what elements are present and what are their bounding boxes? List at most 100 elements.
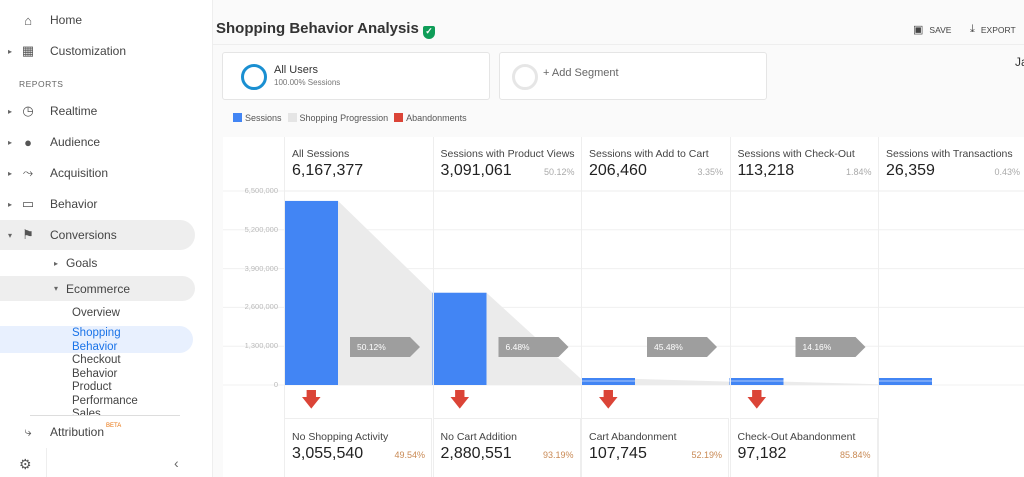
download-icon: ⤓ (970, 23, 975, 35)
abandonment-pct: 52.19% (691, 450, 722, 460)
nav-goals[interactable]: ▸ Goals (53, 256, 98, 270)
progression-rate: 6.48% (505, 342, 530, 352)
main-content: Shopping Behavior Analysis ✓ ▣ SAVE ⤓ EXPO… (213, 0, 1024, 477)
segment-all-users[interactable]: All Users 100.00% Sessions (222, 52, 490, 100)
nav-label: Ecommerce (66, 281, 131, 296)
progression-arrow (350, 337, 420, 357)
y-tick-label: 1,300,000 (244, 341, 278, 351)
abandonment-label: Check-Out Abandonment (737, 431, 856, 443)
abandonment-arrow-icon: 🡇 (598, 389, 619, 411)
stage-pct: 0.43% (994, 167, 1020, 177)
nav-checkout-behavior[interactable]: Checkout Behavior (72, 354, 121, 380)
stage-value: 3,091,061 (440, 162, 512, 179)
stage-column: Sessions with Add to Cart 206,460 3.35% (581, 137, 729, 477)
nav-ecommerce[interactable]: ▾ Ecommerce (0, 276, 195, 301)
behavior-icon: ▭ (21, 196, 35, 211)
export-label: EXPORT (980, 24, 1016, 35)
reports-heading: REPORTS (19, 79, 64, 89)
nav-conversions[interactable]: ▾ ⚑ Conversions (0, 220, 195, 250)
abandonment-value: 97,182 (737, 445, 787, 462)
legend-abandonments: Abandonments (394, 113, 467, 123)
abandonment-box: Check-Out Abandonment 97,182 85.84% (729, 418, 878, 477)
beta-badge: BETA (106, 423, 122, 429)
progression-arrow (498, 337, 569, 357)
home-icon: ⌂ (24, 12, 32, 28)
abandonment-arrow-icon: 🡇 (746, 389, 768, 411)
abandonment-value: 3,055,540 (292, 445, 364, 462)
stage-pct: 1.84% (845, 167, 872, 177)
nav-acquisition[interactable]: ▸ ⤳ Acquisition (7, 165, 109, 180)
funnel-svg (223, 190, 1024, 386)
y-tick-label: 3,900,000 (244, 263, 278, 273)
save-button[interactable]: ▣ SAVE (913, 23, 951, 36)
sidebar: ⌂ Home ▸ ▦ Customization REPORTS ▸ ◷ Realtime… (0, 0, 213, 477)
stage-label: Sessions with Product Views (440, 148, 575, 160)
abandonment-pct: 49.54% (394, 450, 425, 460)
abandonment-pct: 85.84% (839, 450, 871, 460)
progression-rate: 45.48% (654, 342, 683, 352)
stage-label: Sessions with Transactions (886, 148, 1013, 160)
nav-behavior[interactable]: ▸ ▭ Behavior (7, 196, 98, 211)
stage-label: Sessions with Add to Cart (589, 148, 709, 160)
collapse-chevron-icon[interactable]: ‹ (174, 455, 179, 471)
segment-ring-icon (241, 64, 267, 90)
divider (46, 448, 47, 477)
abandonment-box: No Shopping Activity 3,055,540 49.54% (284, 418, 432, 477)
stage-column: Sessions with Check-Out 113,218 1.84% (729, 137, 878, 477)
nav-customization[interactable]: ▸ ▦ Customization (7, 43, 127, 58)
nav-realtime[interactable]: ▸ ◷ Realtime (7, 103, 98, 118)
title-text: Shopping Behavior Analysis (216, 20, 419, 37)
abandonment-label: No Shopping Activity (292, 431, 389, 443)
stage-value: 113,218 (737, 162, 795, 179)
nav-shopping-behavior[interactable]: Shopping Behavior (72, 327, 121, 353)
abandonment-value: 2,880,551 (440, 445, 512, 462)
segment-sub: 100.00% Sessions (274, 78, 341, 87)
nav-label: Conversions (50, 228, 117, 242)
abandonment-pct: 93.19% (542, 450, 574, 460)
nav-label: Goals (66, 256, 98, 270)
nav-home[interactable]: ⌂ Home (0, 5, 195, 35)
progression-arrow (647, 337, 717, 357)
stage-column: Sessions with Product Views 3,091,061 50.1… (432, 137, 581, 477)
active-highlight (0, 326, 193, 353)
progression-area (783, 381, 932, 385)
verified-shield-icon: ✓ (423, 26, 435, 39)
nav-attribution[interactable]: ⤷ Attribution BETA (0, 417, 195, 447)
empty-ring-icon (512, 64, 538, 90)
session-bar[interactable] (284, 200, 338, 385)
add-segment-button[interactable]: + Add Segment (499, 52, 767, 100)
export-button[interactable]: ⤓ EXPORT (970, 23, 1016, 36)
abandonment-box: No Cart Addition 2,880,551 93.19% (432, 418, 581, 477)
gear-icon[interactable]: ⚙ (19, 456, 32, 472)
nav-audience[interactable]: ▸ ● Audience (7, 134, 101, 150)
abandonment-arrow-icon: 🡇 (301, 389, 322, 411)
segment-name: All Users (274, 64, 319, 76)
save-label: SAVE (929, 24, 952, 35)
y-tick-label: 0 (273, 380, 278, 389)
nav-product-performance[interactable]: Product Performance (72, 381, 138, 407)
legend: Sessions Shopping Progression Abandonmen… (233, 113, 467, 123)
nav-label: Customization (50, 44, 127, 58)
abandonment-box: Cart Abandonment 107,745 52.19% (581, 418, 729, 477)
abandonment-label: Cart Abandonment (589, 431, 677, 443)
nav-label: Audience (50, 135, 101, 149)
save-icon: ▣ (913, 24, 924, 36)
date-range-picker[interactable]: Ja (1015, 55, 1024, 69)
person-icon: ● (24, 134, 32, 150)
nav-overview[interactable]: Overview (72, 307, 120, 319)
divider (213, 44, 1024, 45)
add-segment-label: + Add Segment (543, 67, 619, 79)
stage-value: 6,167,377 (292, 162, 364, 179)
legend-shopping-progression: Shopping Progression (287, 113, 388, 123)
nav-sales[interactable]: Sales (72, 408, 101, 415)
divider (30, 415, 180, 416)
y-tick-label: 6,500,000 (244, 186, 278, 195)
stage-value: 26,359 (886, 162, 935, 179)
acquisition-icon: ⤳ (22, 165, 34, 180)
session-bar[interactable] (432, 292, 487, 385)
y-tick-label: 5,200,000 (244, 224, 278, 234)
page-title: Shopping Behavior Analysis ✓ (216, 20, 435, 39)
stage-label: Sessions with Check-Out (737, 148, 855, 160)
legend-sessions: Sessions (233, 113, 282, 123)
funnel-chart: 6,500,000 5,200,000 3,900,000 2,600,000 1,30… (223, 137, 1024, 477)
